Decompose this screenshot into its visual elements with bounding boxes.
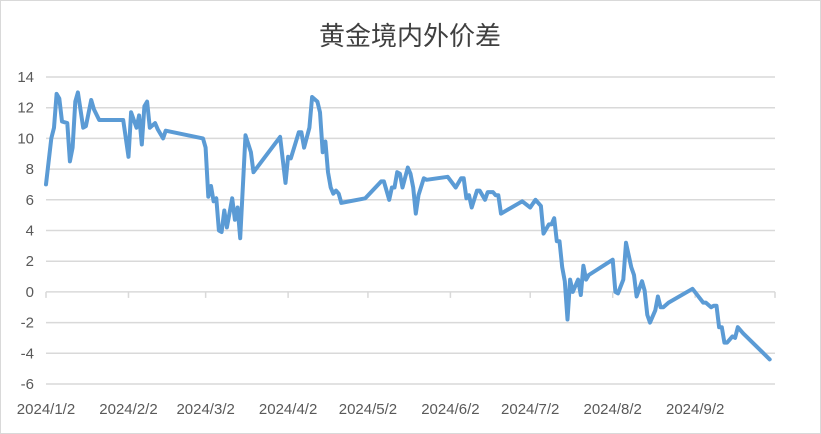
y-tick-label: 4: [26, 223, 34, 240]
y-tick-label: 6: [26, 192, 34, 209]
y-tick-label: 10: [17, 130, 34, 147]
series: [44, 90, 772, 362]
y-tick-label: -6: [21, 376, 34, 393]
x-tick-label: 2024/1/2: [17, 401, 75, 418]
y-tick-label: -2: [21, 315, 34, 332]
series-line: [44, 90, 772, 362]
y-tick-label: 12: [17, 100, 34, 117]
y-tick-label: 2: [26, 253, 34, 270]
x-tick-label: 2024/9/2: [666, 401, 724, 418]
y-axis: 14 12 10 8 6 4 2 0 -2 -4 -6: [17, 69, 34, 393]
x-tick-label: 2024/3/2: [176, 401, 234, 418]
x-tick-label: 2024/4/2: [259, 401, 317, 418]
chart-title: 黄金境内外价差: [319, 22, 501, 52]
y-tick-label: 0: [26, 284, 34, 301]
y-tick-label: 8: [26, 161, 34, 178]
x-tick-label: 2024/7/2: [501, 401, 559, 418]
x-axis: 2024/1/2 2024/2/2 2024/3/2 2024/4/2 2024/5/2…: [17, 291, 776, 418]
gridlines: [46, 76, 775, 385]
x-tick-label: 2024/6/2: [421, 401, 479, 418]
y-tick-label: 14: [17, 69, 34, 86]
x-tick-label: 2024/8/2: [584, 401, 642, 418]
x-tick-label: 2024/5/2: [339, 401, 397, 418]
x-tick-label: 2024/2/2: [99, 401, 157, 418]
y-tick-label: -4: [21, 345, 34, 362]
